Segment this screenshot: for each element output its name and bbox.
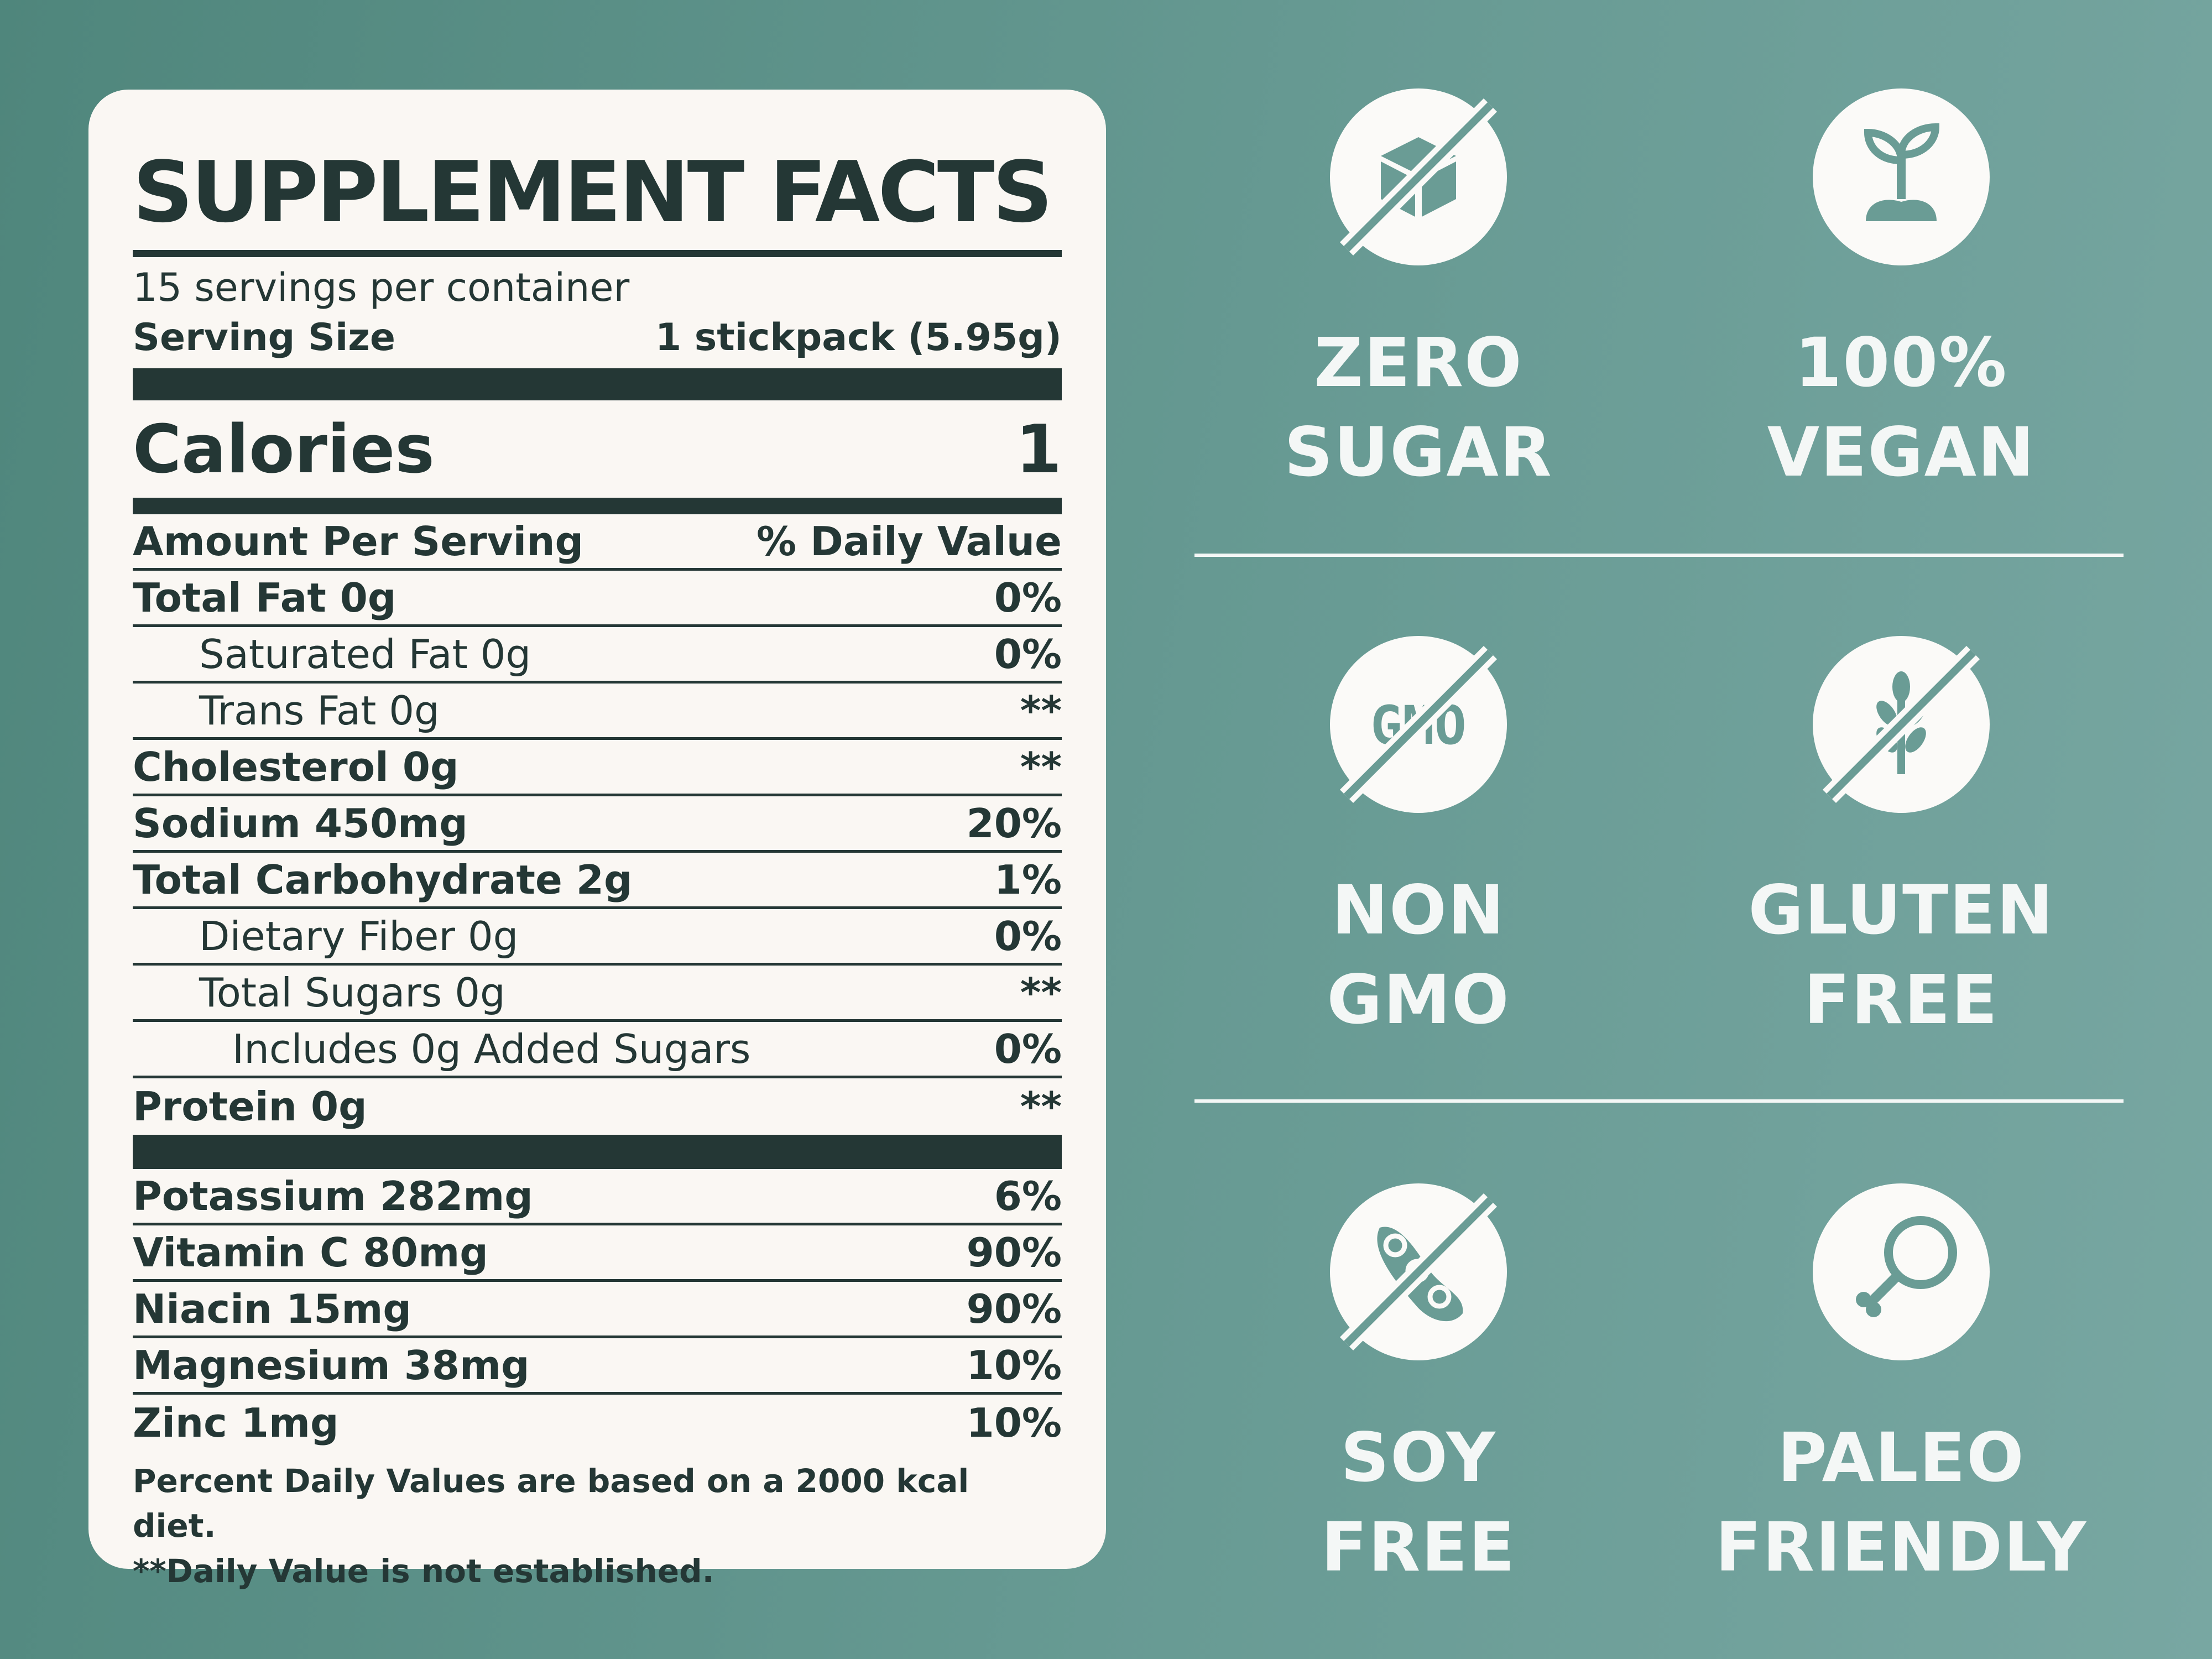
column-header-row: Amount Per Serving % Daily Value [133, 514, 1062, 571]
nutrient-dv: 0% [994, 574, 1062, 621]
nutrient-dv: 0% [994, 630, 1062, 677]
nutrient-row: Trans Fat 0g ** [133, 684, 1062, 740]
nutrient-dv: 0% [994, 1025, 1062, 1072]
thick-divider [133, 1135, 1062, 1170]
calories-value: 1 [1015, 411, 1062, 489]
calories-label: Calories [133, 411, 435, 489]
nutrient-name: Dietary Fiber 0g [199, 912, 519, 959]
header-daily-value: % Daily Value [756, 518, 1062, 565]
nutrient-row: Sodium 450mg 20% [133, 796, 1062, 853]
mineral-row: Magnesium 38mg 10% [133, 1338, 1062, 1395]
nutrient-name: Sodium 450mg [133, 800, 468, 847]
badge-line-2: VEGAN [1767, 413, 2036, 492]
mineral-row: Vitamin C 80mg 90% [133, 1225, 1062, 1282]
badge-line-2: FREE [1321, 1508, 1516, 1587]
nutrient-name: Total Fat 0g [133, 574, 397, 621]
mineral-name: Zinc 1mg [133, 1400, 339, 1447]
mineral-name: Vitamin C 80mg [133, 1229, 488, 1276]
serving-size-label: Serving Size [133, 315, 396, 359]
badge-line-1: SOY [1340, 1418, 1496, 1497]
sugar-cube-icon [1330, 88, 1507, 265]
serving-size-row: Serving Size 1 stickpack (5.95g) [133, 312, 1062, 363]
nutrient-row: Total Carbohydrate 2g 1% [133, 853, 1062, 910]
section-divider [1194, 1099, 2124, 1103]
nutrient-name: Cholesterol 0g [133, 743, 459, 790]
nutrient-dv: ** [1020, 743, 1062, 790]
title-rule [133, 250, 1062, 257]
badge-text: ZERO SUGAR [1175, 318, 1662, 497]
badge-text: NON GMO [1175, 865, 1662, 1045]
supplement-facts-panel: SUPPLEMENT FACTS 15 servings per contain… [88, 90, 1106, 1590]
thick-divider [133, 368, 1062, 401]
nutrient-dv: 0% [994, 912, 1062, 959]
nutrient-row: Includes 0g Added Sugars 0% [133, 1022, 1062, 1079]
footnote-daily-values: Percent Daily Values are based on a 2000… [133, 1462, 969, 1545]
mineral-dv: 10% [966, 1400, 1062, 1447]
badge-text: 100% VEGAN [1658, 318, 2145, 497]
nutrient-row: Total Fat 0g 0% [133, 571, 1062, 628]
badge-line-1: ZERO [1314, 324, 1523, 402]
badge-line-1: NON [1332, 871, 1505, 950]
wheat-icon [1813, 636, 1990, 813]
mineral-row: Zinc 1mg 10% [133, 1395, 1062, 1451]
mineral-dv: 90% [966, 1285, 1062, 1332]
section-divider [1194, 554, 2124, 557]
nutrient-dv: ** [1020, 687, 1062, 734]
badge-line-1: 100% [1794, 324, 2008, 402]
nutrient-row: Total Sugars 0g ** [133, 966, 1062, 1022]
badge-text: SOY FREE [1175, 1413, 1662, 1592]
mineral-dv: 10% [966, 1342, 1062, 1389]
badge-line-2: GMO [1327, 961, 1510, 1039]
footnotes: Percent Daily Values are based on a 2000… [133, 1459, 1062, 1594]
mineral-row: Potassium 282mg 6% [133, 1169, 1062, 1226]
badge-text: PALEO FRIENDLY [1658, 1413, 2145, 1592]
footnote-not-established: **Daily Value is not established. [133, 1552, 714, 1590]
nutrient-name: Total Sugars 0g [199, 969, 505, 1016]
nutrient-dv: 1% [994, 856, 1062, 903]
badge-text: GLUTEN FREE [1658, 865, 2145, 1045]
nutrient-name: Includes 0g Added Sugars [232, 1025, 751, 1072]
badge-line-2: FREE [1804, 961, 1999, 1039]
mineral-name: Magnesium 38mg [133, 1342, 530, 1389]
mineral-dv: 6% [994, 1172, 1062, 1219]
nutrient-row: Dietary Fiber 0g 0% [133, 909, 1062, 966]
nutrient-name: Trans Fat 0g [199, 687, 440, 734]
badge-line-2: FRIENDLY [1715, 1508, 2088, 1587]
calories-row: Calories 1 [133, 400, 1062, 498]
plant-sprout-icon [1813, 88, 1990, 265]
nutrient-dv: 20% [966, 800, 1062, 847]
servings-per-container: 15 servings per container [133, 265, 630, 310]
nutrient-name: Total Carbohydrate 2g [133, 856, 633, 903]
header-amount: Amount Per Serving [133, 518, 583, 565]
mineral-dv: 90% [966, 1229, 1062, 1276]
nutrient-dv: ** [1020, 969, 1062, 1016]
nutrient-row: Protein 0g ** [133, 1078, 1062, 1135]
badge-line-1: PALEO [1777, 1418, 2025, 1497]
nutrient-row: Cholesterol 0g ** [133, 740, 1062, 797]
nutrient-row: Saturated Fat 0g 0% [133, 627, 1062, 684]
soybean-icon [1330, 1183, 1507, 1360]
mineral-name: Niacin 15mg [133, 1285, 411, 1332]
mineral-name: Potassium 282mg [133, 1172, 533, 1219]
mineral-row: Niacin 15mg 90% [133, 1282, 1062, 1339]
badge-line-1: GLUTEN [1748, 871, 2054, 950]
panel-title: SUPPLEMENT FACTS [133, 143, 1053, 241]
serving-size-value: 1 stickpack (5.95g) [655, 315, 1062, 359]
nutrient-name: Protein 0g [133, 1083, 367, 1130]
nutrient-name: Saturated Fat 0g [199, 630, 531, 677]
medium-divider [133, 498, 1062, 515]
nutrient-dv: ** [1020, 1083, 1062, 1130]
badge-line-2: SUGAR [1284, 413, 1553, 492]
gmo-icon: GMO [1330, 636, 1507, 813]
chicken-leg-icon [1813, 1183, 1990, 1360]
